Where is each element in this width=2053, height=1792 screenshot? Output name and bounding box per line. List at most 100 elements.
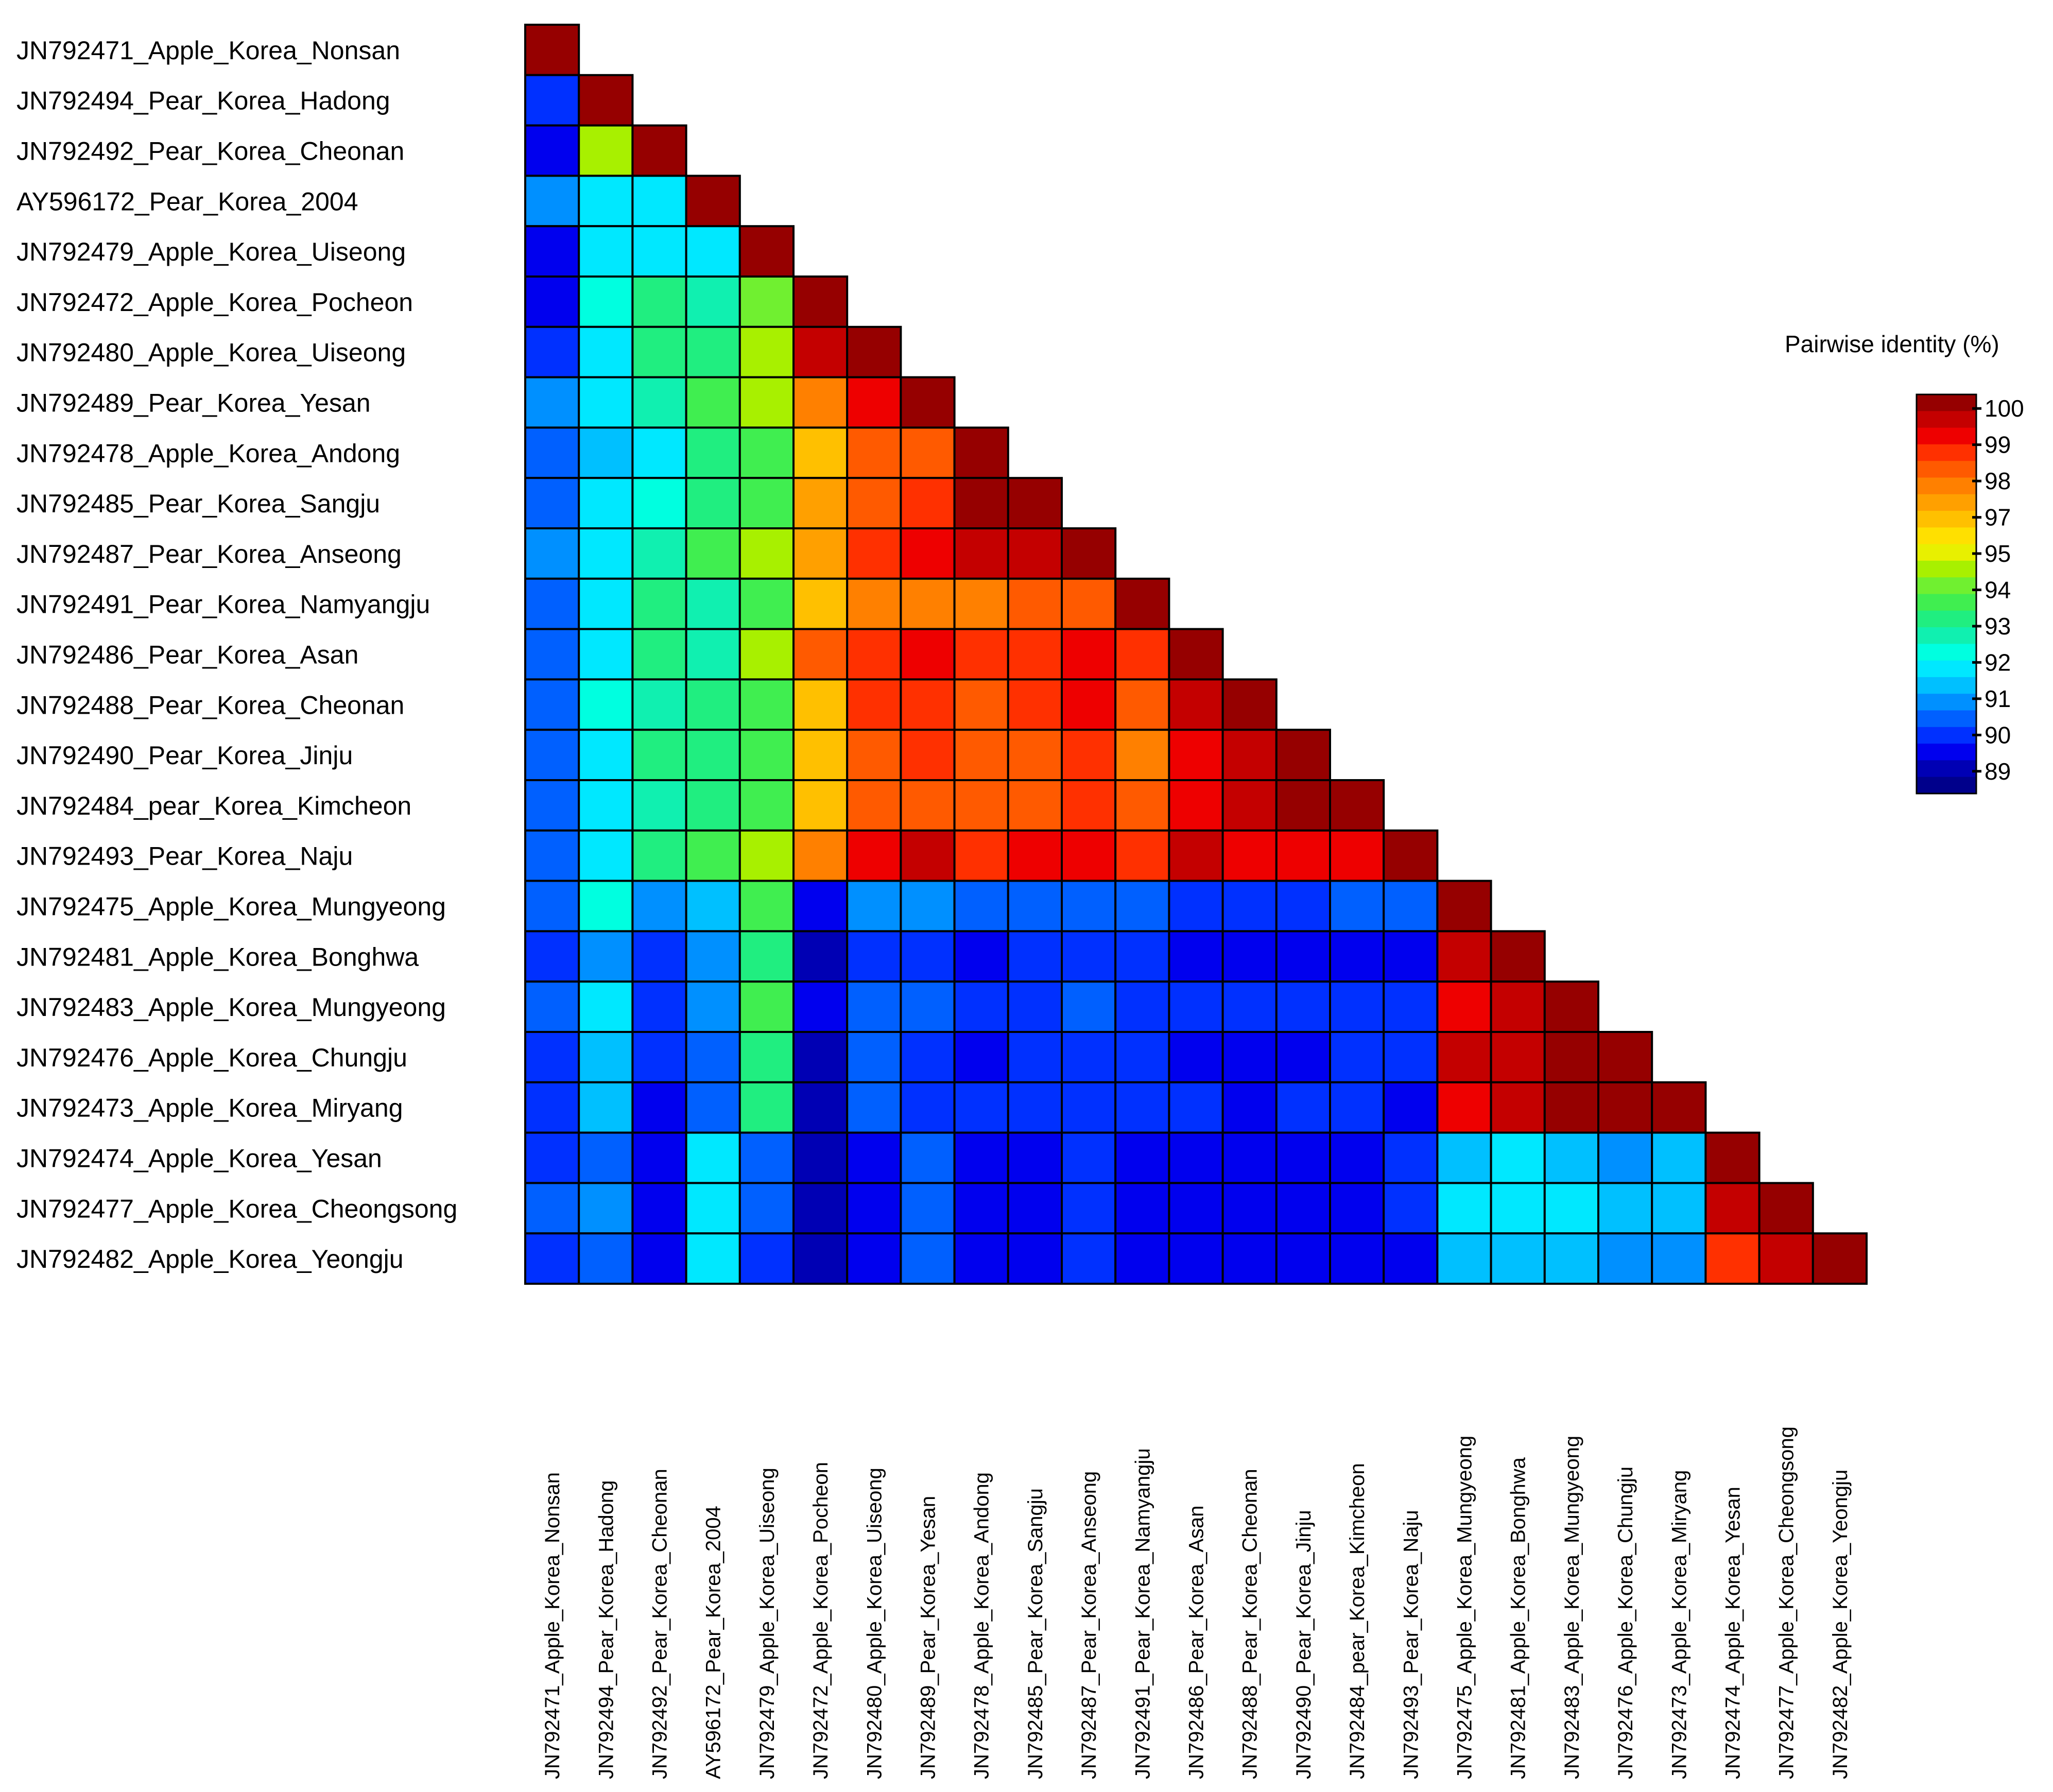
heatmap-cell	[631, 1031, 687, 1083]
heatmap-cell	[524, 779, 580, 832]
heatmap-cell	[846, 678, 902, 731]
heatmap-cell	[1597, 1081, 1653, 1134]
row-label: JN792480_Apple_Korea_Uiseong	[16, 338, 406, 367]
heatmap-cell	[578, 124, 634, 177]
heatmap-cell	[524, 980, 580, 1033]
heatmap-cell	[1329, 829, 1385, 882]
heatmap-cell	[846, 376, 902, 429]
heatmap-cell	[1114, 1232, 1170, 1285]
heatmap-cell	[524, 1031, 580, 1083]
heatmap-cell	[900, 1232, 956, 1285]
heatmap-cell	[578, 779, 634, 832]
heatmap-cell	[631, 1232, 687, 1285]
colorbar-segment	[1917, 627, 1976, 644]
heatmap-cell	[1329, 1031, 1385, 1083]
heatmap-cell	[631, 628, 687, 681]
row-label: JN792478_Apple_Korea_Andong	[16, 439, 400, 468]
heatmap-cell	[846, 729, 902, 781]
heatmap-cell	[1114, 880, 1170, 933]
color-legend: Pairwise identity (%) 100 99 98 97 95 94 93 92 9…	[1785, 331, 2024, 795]
colorbar-tick-label: 89	[1985, 758, 2011, 785]
column-label: JN792482_Apple_Korea_Yeongju	[1829, 1470, 1852, 1779]
heatmap-cell	[685, 980, 741, 1033]
heatmap-cell	[685, 729, 741, 781]
colorbar-segment	[1917, 494, 1976, 511]
heatmap-cell	[846, 880, 902, 933]
column-label: JN792485_Pear_Korea_Sangju	[1024, 1488, 1047, 1779]
heatmap-cell	[1543, 1182, 1600, 1235]
heatmap-cell	[846, 930, 902, 983]
heatmap-cell	[1061, 829, 1117, 882]
heatmap-cell	[1329, 1081, 1385, 1134]
heatmap-cell	[900, 880, 956, 933]
row-label: JN792486_Pear_Korea_Asan	[16, 641, 358, 669]
heatmap-cell	[738, 426, 795, 479]
heatmap-cell	[1436, 980, 1492, 1033]
heatmap-cell	[1543, 1031, 1600, 1083]
heatmap-cell	[1704, 1232, 1761, 1285]
heatmap-cell	[1168, 930, 1224, 983]
heatmap-cell	[792, 628, 849, 681]
heatmap-cell	[738, 376, 795, 429]
heatmap-cell	[524, 930, 580, 983]
heatmap-cell	[1114, 1031, 1170, 1083]
heatmap-cell	[1168, 1232, 1224, 1285]
colorbar-segment	[1917, 477, 1976, 495]
heatmap-cell	[524, 829, 580, 882]
heatmap-cell	[846, 829, 902, 882]
heatmap-cell	[1221, 1081, 1278, 1134]
heatmap-cell	[631, 729, 687, 781]
heatmap-cell	[1275, 1182, 1332, 1235]
heatmap-cell	[685, 628, 741, 681]
heatmap-cell	[1221, 829, 1278, 882]
colorbar-tick-label: 90	[1985, 721, 2011, 748]
column-label: JN792475_Apple_Korea_Mungyeong	[1454, 1436, 1476, 1779]
heatmap-cell	[685, 426, 741, 479]
heatmap-cell	[1383, 1131, 1439, 1184]
row-label: JN792492_Pear_Korea_Cheonan	[16, 137, 404, 166]
colorbar-ticks: 100 99 98 97 95 94 93 92 91 90 89	[1972, 395, 2024, 785]
heatmap-cell	[685, 678, 741, 731]
heatmap-cell	[846, 1131, 902, 1184]
heatmap-cell	[738, 325, 795, 378]
heatmap-cell	[631, 980, 687, 1033]
heatmap-cell	[1114, 678, 1170, 731]
row-label: JN792477_Apple_Korea_Cheongsong	[16, 1194, 457, 1223]
heatmap-cell	[1007, 829, 1063, 882]
heatmap-cell	[578, 880, 634, 933]
column-labels: JN792471_Apple_Korea_Nonsan JN792494_Pear…	[541, 1426, 1852, 1779]
heatmap-cell	[1597, 1232, 1653, 1285]
column-label: JN792491_Pear_Korea_Namyangju	[1131, 1448, 1154, 1779]
heatmap-cell	[1061, 1081, 1117, 1134]
heatmap-cell	[1490, 930, 1546, 983]
colorbar-segment	[1917, 544, 1976, 561]
colorbar-segment	[1917, 660, 1976, 678]
heatmap-cell	[1221, 880, 1278, 933]
heatmap-cell	[631, 527, 687, 580]
heatmap-cell	[1383, 1031, 1439, 1083]
heatmap-cell	[1168, 1182, 1224, 1235]
heatmap-cell	[631, 124, 687, 177]
heatmap-cell	[685, 1031, 741, 1083]
heatmap-cell	[1651, 1182, 1707, 1235]
heatmap-cell	[524, 225, 580, 278]
heatmap-cell	[1490, 1131, 1546, 1184]
heatmap-cell	[792, 930, 849, 983]
heatmap-cell	[846, 1232, 902, 1285]
heatmap-cell	[1061, 577, 1117, 630]
heatmap-cell	[738, 880, 795, 933]
heatmap-cell	[1007, 1081, 1063, 1134]
heatmap-cell	[1114, 628, 1170, 681]
heatmap-cell	[1221, 729, 1278, 781]
heatmap-cell	[1275, 1081, 1332, 1134]
heatmap-cell	[1007, 1031, 1063, 1083]
heatmap-cell	[900, 376, 956, 429]
heatmap-cell	[1543, 1131, 1600, 1184]
heatmap-cell	[1007, 729, 1063, 781]
colorbar-segment	[1917, 560, 1976, 578]
heatmap-cell	[900, 527, 956, 580]
row-label: JN792491_Pear_Korea_Namyangju	[16, 590, 430, 619]
heatmap-cell	[1007, 577, 1063, 630]
heatmap-cell	[792, 980, 849, 1033]
heatmap-cell	[685, 880, 741, 933]
